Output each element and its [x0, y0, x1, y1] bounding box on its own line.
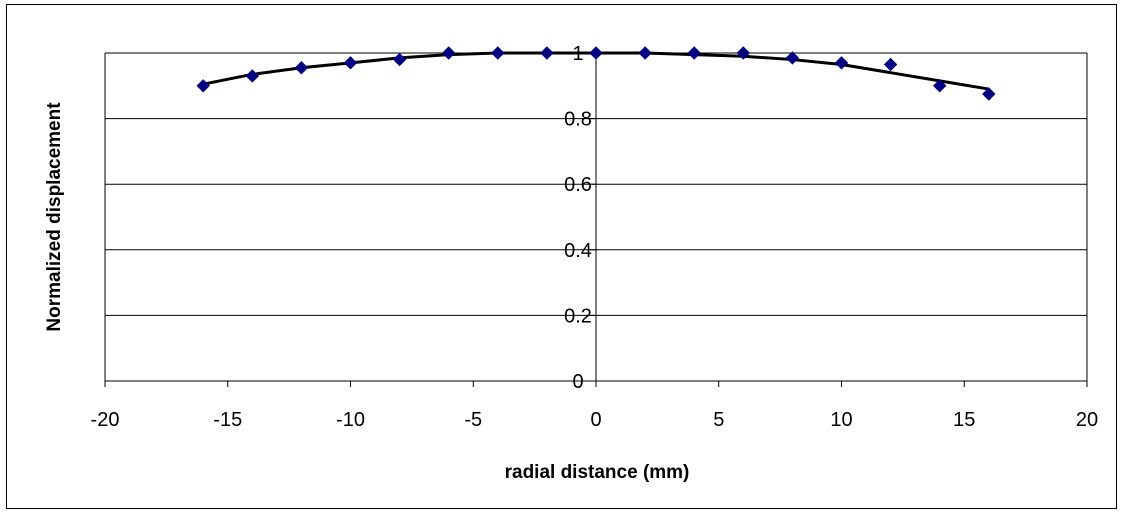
- data-point: [687, 46, 701, 60]
- data-point: [982, 87, 996, 101]
- data-point: [196, 79, 210, 93]
- data-point: [245, 69, 260, 83]
- data-point: [785, 51, 800, 65]
- data-point: [638, 46, 652, 60]
- axes: [104, 52, 1088, 387]
- x-tick-label-4: 0: [590, 409, 601, 431]
- y-tick-label-0: 0: [572, 371, 583, 393]
- data-point: [441, 46, 456, 60]
- data-point: [736, 46, 751, 60]
- chart-frame: 0 0.2 0.4 0.6 0.8 1 -20 -15 -10 -5 0 5 10 15 20 radial…: [6, 4, 1117, 509]
- data-points-group: [196, 46, 996, 101]
- y-tick-label-1: 0.2: [564, 305, 592, 327]
- x-tick-label-0: -20: [91, 409, 120, 431]
- y-tick-label-3: 0.6: [564, 174, 592, 196]
- data-point: [834, 56, 849, 70]
- data-point: [589, 46, 603, 60]
- data-point: [294, 61, 309, 75]
- data-point: [540, 46, 554, 60]
- y-axis-title: Normalized displacement: [44, 102, 65, 332]
- data-point: [883, 57, 898, 72]
- x-axis-title: radial distance (mm): [505, 462, 690, 483]
- tick-labels: 00.20.40.60.81-20 -15 -10 -5 0 5 10 15 20: [91, 43, 1099, 431]
- x-tick-label-6: 10: [830, 409, 852, 431]
- y-tick-label-2: 0.4: [564, 240, 592, 262]
- chart-svg: 00.20.40.60.81-20 -15 -10 -5 0 5 10 15 20 radial…: [44, 43, 1099, 483]
- data-point: [343, 56, 358, 70]
- y-tick-label-4: 0.8: [564, 109, 592, 131]
- x-tick-label-5: 5: [713, 409, 724, 431]
- x-tick-label-7: 15: [953, 409, 975, 431]
- x-tick-label-1: -15: [213, 409, 242, 431]
- data-point: [392, 52, 407, 67]
- x-tick-label-3: -5: [464, 409, 482, 431]
- x-tick-label-2: -10: [336, 409, 365, 431]
- x-tick-label-8: 20: [1076, 409, 1098, 431]
- data-point: [932, 79, 947, 93]
- data-point: [491, 46, 505, 60]
